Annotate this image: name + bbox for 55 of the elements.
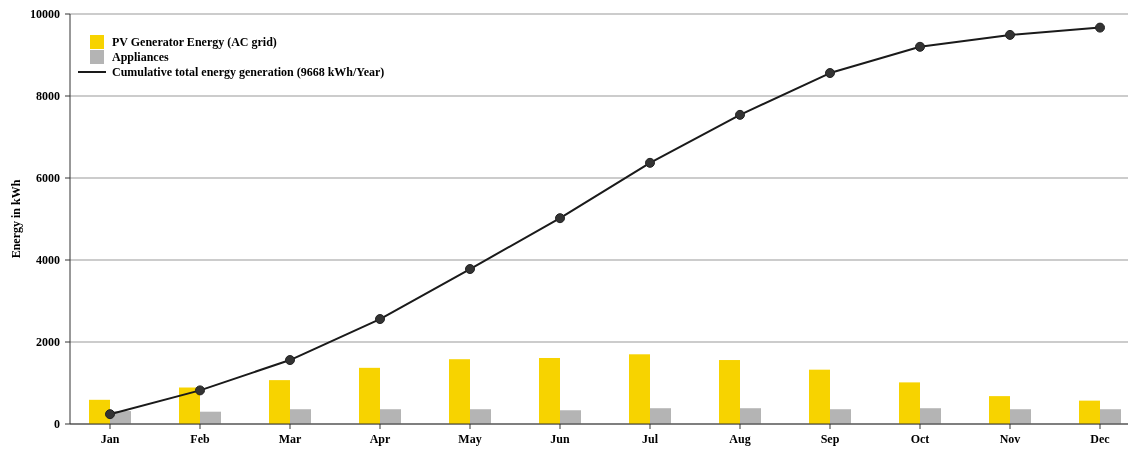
x-tick-label: Nov	[999, 432, 1021, 446]
point	[285, 355, 295, 366]
bar	[449, 359, 470, 424]
x-tick-label: Oct	[910, 432, 930, 446]
point	[1005, 29, 1015, 40]
bar	[740, 408, 761, 424]
x-tick-label: Mar	[278, 432, 302, 446]
x-tick-label: Sep	[820, 432, 840, 446]
bar	[830, 409, 851, 424]
bar	[539, 357, 560, 424]
bar	[1100, 409, 1121, 424]
bar	[380, 409, 401, 424]
point	[645, 157, 655, 168]
point	[195, 385, 205, 396]
bar	[290, 409, 311, 424]
x-tick-label: Feb	[190, 432, 210, 446]
bar	[470, 409, 491, 424]
point	[105, 409, 115, 420]
point	[375, 314, 385, 325]
bar	[629, 354, 650, 424]
bar	[200, 411, 221, 424]
legend-label: Cumulative total energy generation (9668 kWh/Year)	[112, 65, 385, 80]
bar	[1079, 400, 1100, 424]
y-tick-label: 6000	[36, 171, 60, 186]
legend-label: Appliances	[112, 50, 170, 65]
point	[465, 264, 475, 275]
y-tick-label: 2000	[36, 335, 60, 350]
legend-label: PV Generator Energy (AC grid)	[112, 35, 277, 50]
x-tick-label: Apr	[369, 432, 391, 446]
x-tick-label: Jun	[550, 432, 570, 446]
point	[1095, 22, 1105, 33]
x-tick-label: Dec	[1090, 432, 1111, 446]
bar	[650, 408, 671, 424]
bar	[899, 382, 920, 424]
bar	[719, 360, 740, 424]
y-tick-label: 10000	[30, 7, 60, 22]
point	[825, 68, 835, 79]
y-tick-label: 0	[54, 417, 60, 432]
y-tick-label: 8000	[36, 89, 60, 104]
bar	[920, 408, 941, 424]
x-tick-label: Jan	[100, 432, 120, 446]
y-axis-title: Energy in kWh	[9, 179, 23, 259]
point	[915, 41, 925, 52]
bar	[809, 369, 830, 424]
bar	[989, 396, 1010, 424]
x-tick-label: Aug	[729, 432, 751, 446]
bar	[359, 367, 380, 424]
y-tick-label: 4000	[36, 253, 60, 268]
point	[555, 213, 565, 224]
x-tick-label: May	[458, 432, 482, 446]
bar	[560, 410, 581, 424]
x-tick-label: Jul	[641, 432, 659, 446]
bar	[269, 380, 290, 424]
point	[735, 109, 745, 120]
bar	[1010, 409, 1031, 424]
